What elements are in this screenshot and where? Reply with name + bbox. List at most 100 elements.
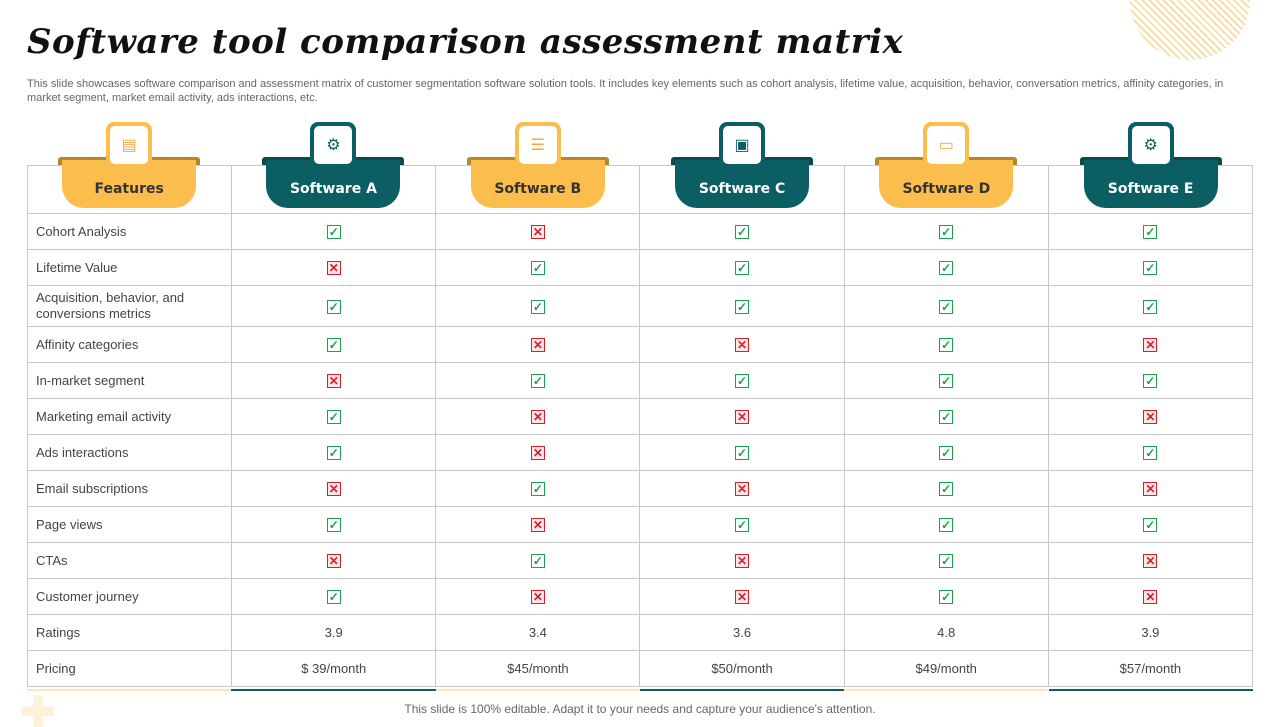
cell: ✓ [843, 249, 1049, 286]
table-row: Marketing email activity ✓ ✕ ✕ ✓ ✕ [26, 398, 1254, 435]
cell: ✓ [435, 542, 641, 579]
cell: ✓ [843, 326, 1049, 363]
cell: ✓ [639, 506, 845, 543]
cross-icon: ✕ [1143, 410, 1158, 424]
cell: ✓ [639, 249, 845, 286]
pricing-value: $49/month [843, 650, 1049, 687]
feature-label: Ads interactions [26, 434, 233, 471]
cell: ✕ [1047, 326, 1254, 363]
cell: ✓ [843, 434, 1049, 471]
cell: ✕ [639, 470, 845, 507]
cell: ✕ [435, 434, 641, 471]
check-icon: ✓ [939, 261, 954, 275]
check-icon: ✓ [326, 518, 341, 532]
check-icon: ✓ [530, 482, 545, 496]
cell: ✓ [843, 506, 1049, 543]
column-title: Features [94, 181, 164, 197]
cell: ✓ [435, 470, 641, 507]
pricing-value: $50/month [639, 650, 845, 687]
cell: ✕ [231, 542, 437, 579]
cell: ✓ [843, 542, 1049, 579]
ratings-value: 3.4 [435, 614, 641, 651]
cross-icon: ✕ [1143, 338, 1158, 352]
cell: ✓ [231, 213, 437, 250]
table-row: In-market segment ✕ ✓ ✓ ✓ ✓ [26, 362, 1254, 399]
cell: ✓ [639, 213, 845, 250]
cross-icon: ✕ [735, 482, 750, 496]
check-icon: ✓ [939, 374, 954, 388]
cross-icon: ✕ [326, 261, 341, 275]
check-icon: ✓ [939, 554, 954, 568]
cell: ✓ [231, 285, 437, 327]
cell: ✕ [231, 249, 437, 286]
cell: ✓ [435, 362, 641, 399]
cross-icon: ✕ [326, 554, 341, 568]
page-title: Software tool comparison assessment matr… [27, 22, 904, 62]
ratings-value: 3.9 [231, 614, 437, 651]
cell: ✓ [843, 578, 1049, 615]
feature-label: Email subscriptions [26, 470, 233, 507]
check-icon: ✓ [326, 225, 341, 239]
monitor-code-gear-icon: ⚙ [314, 126, 353, 164]
check-icon: ✓ [735, 299, 750, 314]
feature-label: Affinity categories [26, 326, 233, 363]
cell: ✕ [435, 326, 641, 363]
cell: ✓ [231, 506, 437, 543]
cell: ✓ [843, 213, 1049, 250]
cross-icon: ✕ [530, 225, 545, 239]
ratings-row: Ratings 3.9 3.4 3.6 4.8 3.9 [26, 614, 1254, 651]
cell: ✓ [843, 362, 1049, 399]
check-icon: ✓ [735, 374, 750, 388]
cell: ✕ [639, 542, 845, 579]
table-row: Email subscriptions ✕ ✓ ✕ ✓ ✕ [26, 470, 1254, 507]
check-icon: ✓ [939, 410, 954, 424]
cell: ✓ [1047, 506, 1254, 543]
cell: ✕ [231, 362, 437, 399]
column-title: Software E [1107, 181, 1194, 197]
column-title: Software C [698, 181, 786, 197]
check-icon: ✓ [326, 590, 341, 604]
feature-label: Customer journey [26, 578, 233, 615]
cell: ✓ [231, 398, 437, 435]
check-icon: ✓ [530, 299, 545, 314]
cell: ✓ [231, 326, 437, 363]
check-icon: ✓ [735, 261, 750, 275]
column-header-0: Features ▤ [58, 122, 201, 208]
column-title: Software A [289, 181, 377, 197]
column-header-5: Software E ⚙ [1079, 122, 1222, 208]
pricing-value: $57/month [1047, 650, 1254, 687]
cell: ✕ [435, 213, 641, 250]
cell: ✓ [843, 285, 1049, 327]
pricing-value: $ 39/month [231, 650, 437, 687]
cross-icon: ✕ [735, 554, 750, 568]
column-underline [1048, 689, 1253, 691]
pricing-row: Pricing $ 39/month $45/month $50/month $49/m… [26, 650, 1254, 687]
column-title: Software B [494, 181, 582, 197]
cross-icon: ✕ [530, 410, 545, 424]
code-settings-icon: ⚙ [1131, 126, 1170, 164]
column-header-4: Software D ▭ [875, 122, 1018, 208]
check-icon: ✓ [1143, 261, 1158, 275]
check-icon: ✓ [939, 299, 954, 314]
table-row: Lifetime Value ✕ ✓ ✓ ✓ ✓ [26, 249, 1254, 286]
table-row: Cohort Analysis ✓ ✕ ✓ ✓ ✓ [26, 213, 1254, 250]
header-row [26, 165, 1254, 214]
pricing-value: $45/month [435, 650, 641, 687]
cell: ✓ [1047, 249, 1254, 286]
column-header-3: Software C ▣ [671, 122, 814, 208]
check-icon: ✓ [1143, 299, 1158, 314]
table-row: CTAs ✕ ✓ ✕ ✓ ✕ [26, 542, 1254, 579]
check-icon: ✓ [735, 518, 750, 532]
ratings-value: 4.8 [843, 614, 1049, 651]
ratings-value: 3.9 [1047, 614, 1254, 651]
cell: ✕ [435, 506, 641, 543]
presentation-board-icon: ▤ [110, 126, 149, 164]
check-icon: ✓ [1143, 518, 1158, 532]
cell: ✓ [639, 285, 845, 327]
cell: ✕ [639, 326, 845, 363]
table-row: Ads interactions ✓ ✕ ✓ ✓ ✓ [26, 434, 1254, 471]
cell: ✕ [231, 470, 437, 507]
cross-icon: ✕ [1143, 554, 1158, 568]
check-icon: ✓ [530, 374, 545, 388]
footer-note: This slide is 100% editable. Adapt it to… [404, 702, 876, 716]
